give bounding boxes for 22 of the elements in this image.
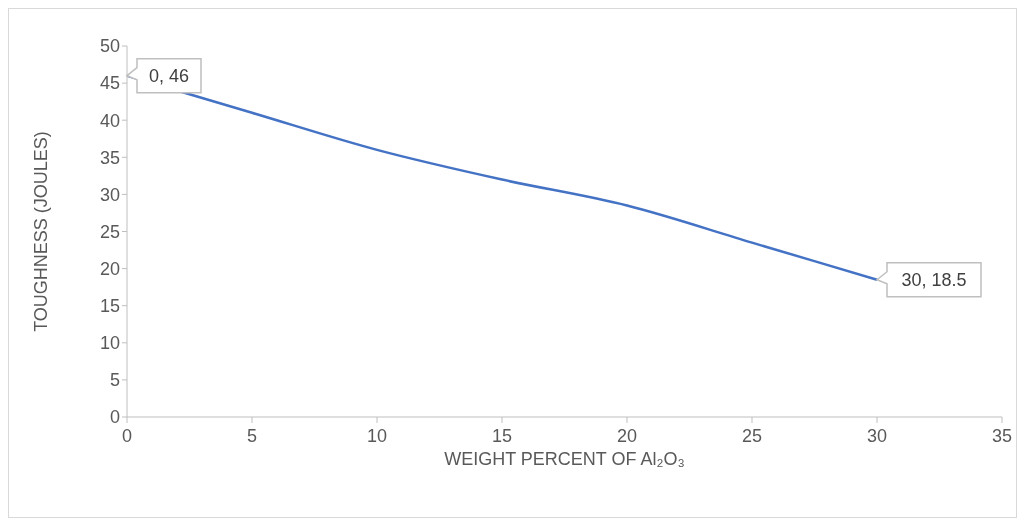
x-tick-label: 35 bbox=[991, 425, 1013, 446]
y-tick-label: 35 bbox=[99, 147, 120, 168]
y-tick-label: 5 bbox=[109, 370, 120, 391]
y-tick-label: 45 bbox=[99, 73, 120, 94]
x-tick-label: 20 bbox=[616, 425, 638, 446]
y-tick-label: 10 bbox=[99, 333, 120, 354]
y-tick-label: 20 bbox=[99, 258, 120, 279]
x-tick-label: 15 bbox=[491, 425, 513, 446]
x-tick-label: 25 bbox=[741, 425, 763, 446]
y-tick-label: 15 bbox=[99, 296, 120, 317]
y-tick-label: 30 bbox=[99, 184, 120, 205]
x-tick-label: 5 bbox=[246, 425, 258, 446]
data-label: 30, 18.5 bbox=[901, 269, 967, 290]
x-tick-label: 10 bbox=[366, 425, 388, 446]
y-axis-title: TOUGHNESS (JOULES) bbox=[31, 131, 52, 332]
y-tick-label: 0 bbox=[109, 407, 120, 428]
x-tick-label: 30 bbox=[866, 425, 888, 446]
y-tick-label: 40 bbox=[99, 110, 120, 131]
y-tick-label: 25 bbox=[99, 221, 120, 242]
x-axis-title: WEIGHT PERCENT OF Al₂O₃ bbox=[444, 449, 685, 469]
data-label: 0, 46 bbox=[148, 65, 190, 86]
y-tick-label: 50 bbox=[99, 36, 120, 57]
